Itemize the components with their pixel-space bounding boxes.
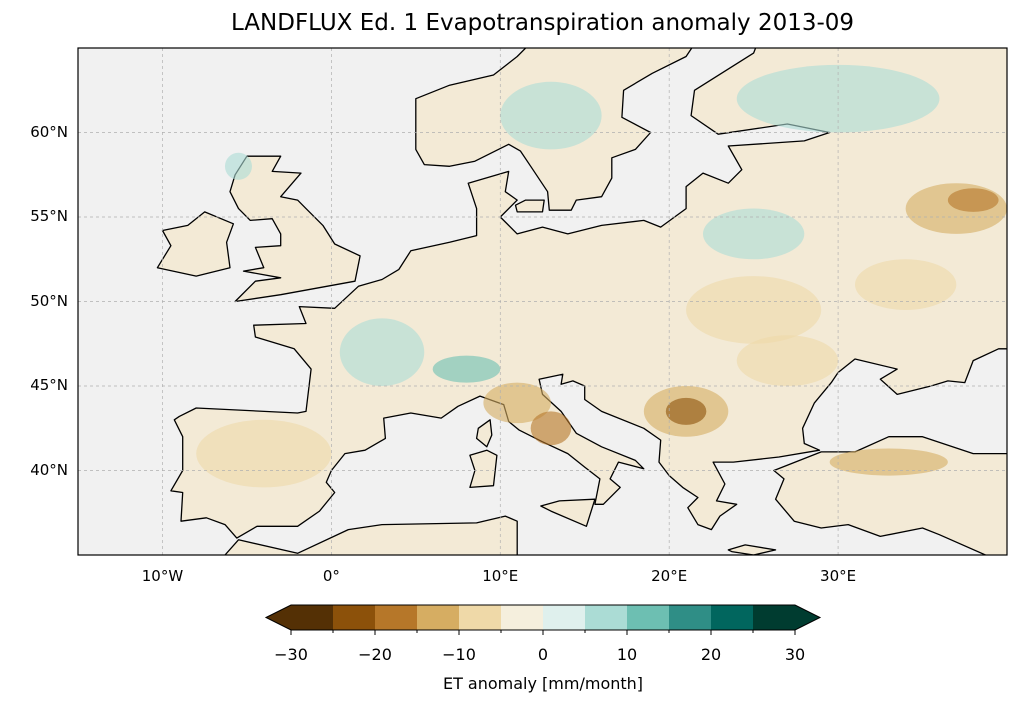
anomaly-patch bbox=[196, 419, 332, 488]
colorbar-extend-max bbox=[795, 605, 820, 630]
y-tick-label: 40°N bbox=[30, 460, 68, 479]
colorbar-tick-label: −20 bbox=[358, 645, 392, 664]
landmass-crete bbox=[727, 544, 777, 555]
colorbar-tick-label: 0 bbox=[537, 645, 549, 664]
y-tick-label: 55°N bbox=[30, 207, 68, 225]
colorbar-extend-min bbox=[266, 605, 291, 630]
colorbar-tick-label: 30 bbox=[784, 645, 806, 664]
colorbar-tick-label: −10 bbox=[442, 645, 476, 664]
anomaly-patch bbox=[665, 397, 707, 425]
colorbar-segment bbox=[333, 605, 376, 630]
landmass-zealand bbox=[514, 199, 545, 213]
landmass-sicily bbox=[540, 498, 596, 527]
colorbar-segment bbox=[585, 605, 628, 630]
colorbar-segment bbox=[417, 605, 460, 630]
map-frame bbox=[77, 47, 1008, 556]
y-tick-label: 45°N bbox=[30, 376, 68, 394]
colorbar-segment bbox=[669, 605, 712, 630]
colorbar-segment bbox=[543, 605, 586, 630]
anomaly-patch bbox=[736, 335, 839, 386]
x-tick-label: 20°E bbox=[651, 567, 688, 585]
anomaly-patch bbox=[432, 355, 501, 383]
x-tick-label: 0° bbox=[322, 567, 340, 585]
map-title: LANDFLUX Ed. 1 Evapotranspiration anomal… bbox=[230, 10, 855, 36]
colorbar-segment bbox=[627, 605, 670, 630]
map-layer bbox=[78, 48, 1007, 555]
y-tick-label: 60°N bbox=[30, 122, 68, 141]
landmass-sardinia bbox=[469, 449, 498, 489]
anomaly-patch bbox=[500, 81, 602, 150]
colorbar-segment bbox=[375, 605, 418, 630]
anomaly-patch bbox=[339, 318, 425, 387]
anomaly-patch bbox=[947, 188, 999, 212]
anomaly-patch bbox=[530, 411, 572, 446]
anomaly-patch bbox=[686, 276, 822, 344]
colorbar-label: ET anomaly [mm/month] bbox=[442, 674, 644, 693]
colorbar-segment bbox=[501, 605, 544, 630]
anomaly-patch bbox=[829, 448, 948, 476]
colorbar-segment bbox=[711, 605, 754, 630]
landmass-turkey bbox=[773, 436, 1007, 555]
colorbar-segment bbox=[459, 605, 502, 630]
landmass-ireland bbox=[156, 211, 235, 277]
colorbar-tick-label: −30 bbox=[274, 645, 308, 664]
anomaly-patch bbox=[702, 208, 805, 260]
landmass-continental-europe bbox=[170, 48, 1007, 539]
colorbar-tick-label: 20 bbox=[700, 645, 722, 664]
landmass-corsica bbox=[475, 419, 493, 448]
colorbar-tick-label: 10 bbox=[616, 645, 638, 664]
x-tick-label: 30°E bbox=[820, 567, 857, 585]
x-tick-label: 10°E bbox=[482, 567, 519, 585]
anomaly-patch bbox=[854, 259, 957, 310]
colorbar-segment bbox=[291, 605, 334, 630]
landmass-north-africa bbox=[224, 515, 518, 555]
x-tick-label: 10°W bbox=[141, 567, 184, 585]
anomaly-patch bbox=[224, 152, 252, 180]
colorbar-segment bbox=[753, 605, 796, 630]
y-tick-label: 50°N bbox=[30, 291, 68, 310]
